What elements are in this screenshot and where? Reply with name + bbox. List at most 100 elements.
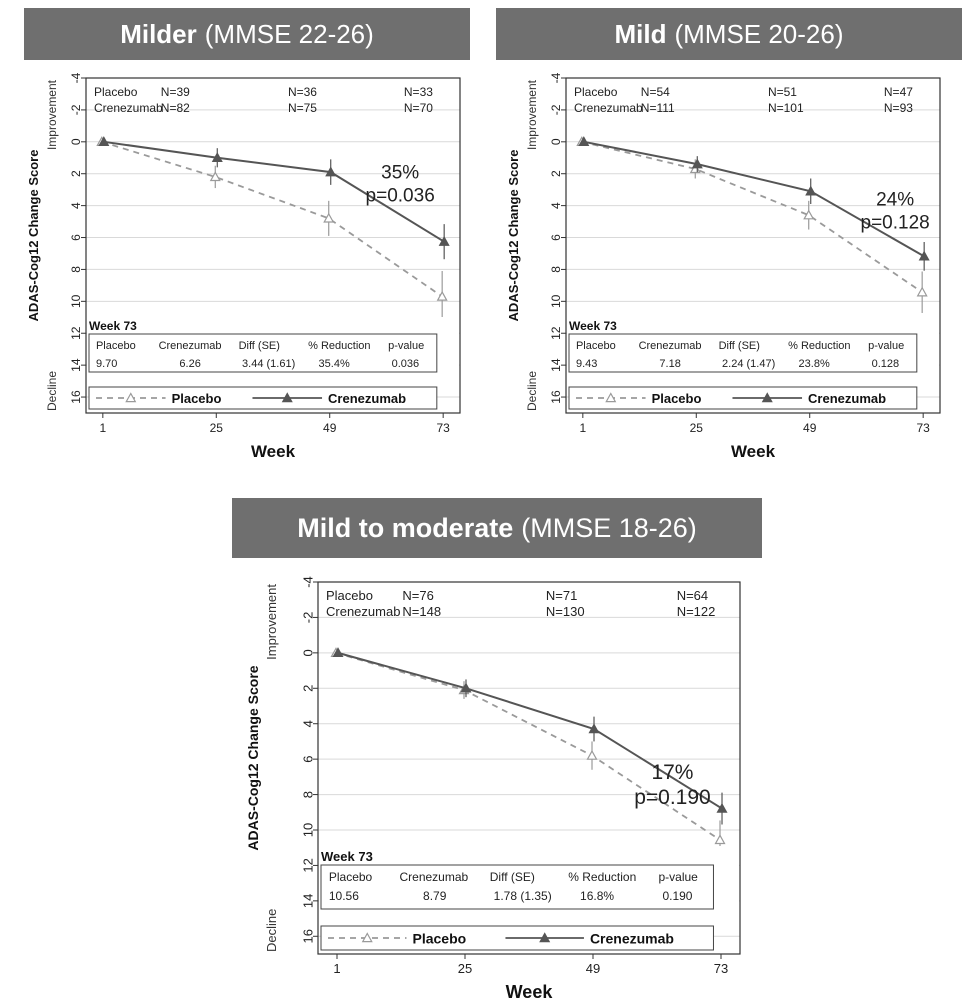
y-tick-label: 2	[549, 170, 563, 177]
data-point-crenezumab	[805, 185, 817, 196]
y-tick-label: 14	[300, 894, 315, 908]
week73-value: 10.56	[329, 889, 359, 903]
y-tick-label: 2	[69, 170, 83, 177]
legend-label-placebo: Placebo	[412, 931, 466, 947]
week73-value: 9.70	[96, 358, 117, 370]
legend-label-crenezumab: Crenezumab	[808, 391, 886, 406]
x-axis-title: Week	[251, 442, 296, 461]
week73-value: 9.43	[576, 358, 597, 370]
y-tick-label: 4	[300, 720, 315, 727]
week73-header: Crenezumab	[639, 340, 702, 352]
n-count: N=71	[546, 588, 577, 603]
data-point-crenezumab	[578, 136, 590, 147]
x-axis-title: Week	[506, 982, 554, 1002]
p-value-annotation: p=0.128	[861, 212, 930, 233]
y-tick-label: 16	[300, 929, 315, 943]
series-line-placebo	[335, 651, 721, 841]
n-count: N=47	[884, 85, 913, 99]
series-line-placebo	[101, 140, 443, 298]
reduction-percent: 17%	[651, 761, 693, 784]
data-point-crenezumab	[438, 235, 450, 246]
y-axis-title: ADAS-Cog12 Change Score	[506, 150, 521, 322]
y-tick-label: 10	[69, 294, 83, 308]
n-count: N=54	[641, 85, 670, 99]
week73-value: 16.8%	[580, 889, 614, 903]
y-tick-label: 0	[69, 138, 83, 145]
data-point-crenezumab	[691, 158, 703, 169]
n-row-label: Placebo	[94, 85, 138, 99]
week73-header: Placebo	[576, 340, 616, 352]
y-tick-label: 4	[69, 202, 83, 209]
y-tick-label: 6	[69, 234, 83, 241]
legend-label-crenezumab: Crenezumab	[328, 391, 406, 406]
y-tick-label: 16	[549, 390, 563, 404]
week73-table	[320, 864, 714, 910]
y-tick-label: 8	[300, 791, 315, 798]
week73-value: 35.4%	[319, 358, 350, 370]
x-tick-label: 1	[333, 961, 340, 976]
data-point-placebo	[323, 212, 335, 223]
n-count: N=93	[884, 101, 913, 115]
week73-label: Week 73	[89, 319, 137, 333]
n-row-label: Crenezumab	[574, 101, 643, 115]
week73-value: 2.24 (1.47)	[722, 358, 775, 370]
week73-value: 1.78 (1.35)	[494, 889, 552, 903]
y-tick-label: -2	[549, 104, 563, 115]
week73-header: p-value	[388, 340, 424, 352]
data-point-placebo	[803, 209, 815, 220]
x-tick-label: 73	[714, 961, 728, 976]
data-point-placebo	[586, 749, 598, 760]
y-tick-label: 14	[549, 358, 563, 372]
n-count: N=33	[404, 85, 433, 99]
week73-header: Placebo	[96, 340, 136, 352]
y-axis-improvement-label: Improvement	[525, 79, 539, 150]
p-value-annotation: p=0.190	[634, 786, 711, 809]
p-value-annotation: p=0.036	[366, 186, 435, 207]
y-axis-title: ADAS-Cog12 Change Score	[245, 665, 261, 850]
n-count: N=76	[402, 588, 433, 603]
n-count: N=122	[677, 604, 716, 619]
week73-value: 0.190	[662, 889, 692, 903]
panel-title-bold: Mild to moderate	[297, 512, 514, 543]
week73-table	[568, 333, 918, 373]
n-count: N=101	[768, 101, 804, 115]
n-count: N=51	[768, 85, 797, 99]
week73-label: Week 73	[569, 319, 617, 333]
week73-value: 3.44 (1.61)	[242, 358, 295, 370]
n-row-label: Placebo	[574, 85, 618, 99]
data-point-placebo	[714, 834, 726, 845]
week73-header: Crenezumab	[159, 340, 222, 352]
y-tick-label: 4	[549, 202, 563, 209]
data-point-crenezumab	[716, 802, 728, 813]
x-axis-title: Week	[731, 442, 776, 461]
reduction-percent: 24%	[876, 189, 914, 210]
week73-header: p-value	[868, 340, 904, 352]
y-tick-label: 12	[549, 326, 563, 340]
x-tick-label: 1	[99, 421, 106, 435]
legend-marker-placebo	[361, 932, 373, 943]
n-count: N=39	[161, 85, 190, 99]
y-tick-label: -4	[300, 576, 315, 588]
y-tick-label: 14	[69, 358, 83, 372]
chart-mild-to-moderate: -4 -2 0 2 4 6 8 10 12 14 16 1 25 49 73 Week ADAS-Cog12 C…	[245, 576, 741, 1002]
n-count: N=82	[161, 101, 190, 115]
data-point-crenezumab	[211, 152, 223, 162]
panel-title-bold: Mild	[614, 18, 667, 49]
x-tick-label: 49	[803, 421, 817, 435]
plot-frame	[317, 581, 741, 955]
data-point-placebo	[436, 290, 448, 301]
n-count: N=148	[402, 604, 441, 619]
x-tick-label: 1	[579, 421, 586, 435]
y-tick-label: 2	[300, 685, 315, 692]
y-tick-label: 12	[69, 326, 83, 340]
data-point-crenezumab	[98, 136, 110, 147]
week73-value: 6.26	[179, 358, 200, 370]
reduction-percent: 35%	[381, 163, 419, 184]
n-count: N=70	[404, 101, 433, 115]
y-tick-label: -2	[69, 104, 83, 115]
n-row-label: Placebo	[326, 588, 373, 603]
data-point-placebo	[209, 171, 221, 182]
y-tick-label: 10	[300, 823, 315, 837]
week73-header: Crenezumab	[399, 870, 468, 884]
week73-header: % Reduction	[788, 340, 850, 352]
